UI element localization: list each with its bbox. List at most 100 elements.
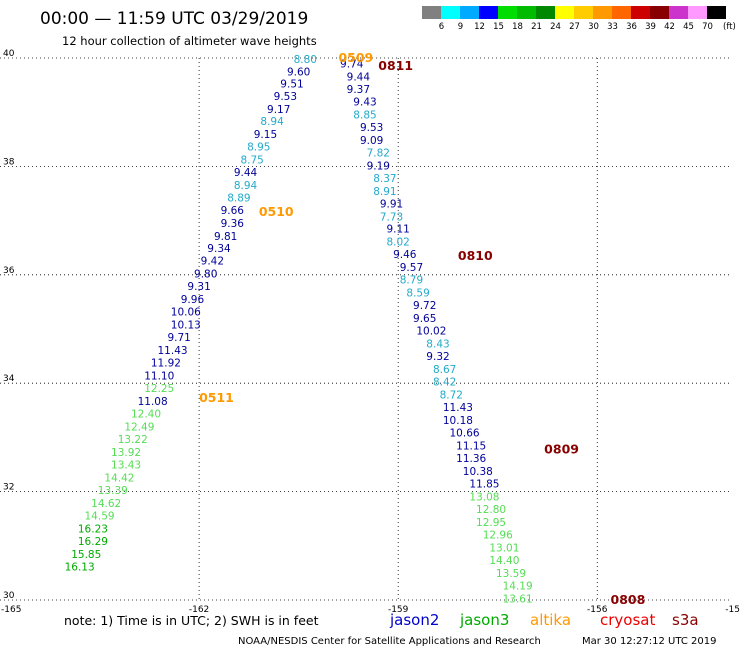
pass-time-label: 0808: [611, 592, 646, 607]
wave-height-label: 13.59: [496, 568, 526, 580]
grid-lines: [0, 57, 730, 601]
wave-height-label: 13.61: [503, 593, 533, 605]
wave-height-label: 13.43: [111, 460, 141, 472]
wave-height-label: 10.13: [171, 320, 201, 332]
x-tick-label: -165: [1, 605, 21, 615]
data-points: 8.809.609.519.539.178.949.158.958.759.44…: [65, 54, 533, 605]
wave-height-label: 8.80: [294, 54, 317, 66]
wave-height-label: 9.66: [221, 205, 245, 217]
pass-time-label: 0809: [544, 441, 579, 456]
wave-height-label: 9.37: [347, 84, 370, 96]
wave-height-label: 9.31: [187, 281, 210, 293]
color-key-label: 27: [569, 22, 580, 32]
color-key-swatch: [517, 6, 536, 19]
color-key-label: 33: [607, 22, 618, 32]
wave-height-label: 9.81: [214, 231, 237, 243]
color-key-swatch: [498, 6, 517, 19]
satellite-legend: jason2 jason3 altika cryosat s3a: [389, 611, 699, 629]
wave-height-label: 9.44: [347, 71, 371, 83]
color-key: 6 9 12 15 18 21 24 27 30 33 36 39 42 45 70 (ft): [422, 6, 736, 32]
y-tick-label: 36: [3, 266, 15, 276]
pass-time-label: 0509: [338, 50, 373, 65]
color-key-label: 70: [702, 22, 713, 32]
wave-height-label: 8.43: [426, 339, 449, 351]
color-key-swatch: [479, 6, 498, 19]
color-key-swatch: [688, 6, 707, 19]
x-tick-label: -15: [725, 605, 740, 615]
wave-height-label: 11.36: [456, 453, 486, 465]
color-key-label: 39: [645, 22, 656, 32]
wave-height-label: 8.95: [247, 141, 270, 153]
wave-height-label: 9.65: [413, 313, 436, 325]
wave-height-label: 8.85: [353, 109, 376, 121]
legend-item-cryosat: cryosat: [600, 611, 655, 629]
y-tick-label: 40: [3, 49, 15, 59]
wave-height-label: 12.80: [476, 504, 506, 516]
color-key-swatch: [460, 6, 479, 19]
legend-item-jason3: jason3: [459, 611, 509, 629]
wave-height-label: 9.71: [167, 332, 190, 344]
wave-height-label: 16.23: [78, 523, 108, 535]
wave-height-label: 14.42: [104, 473, 134, 485]
wave-height-label: 12.96: [483, 529, 513, 541]
x-tick-label: -159: [388, 605, 409, 615]
wave-height-label: 11.08: [138, 396, 168, 408]
wave-height-label: 8.75: [240, 154, 263, 166]
wave-height-label: 8.59: [406, 288, 429, 300]
wave-height-label: 14.40: [489, 555, 519, 567]
wave-height-label: 12.40: [131, 409, 161, 421]
color-key-swatch: [422, 6, 441, 19]
wave-height-label: 11.92: [151, 358, 181, 370]
wave-height-label: 16.29: [78, 536, 108, 548]
color-key-swatch: [441, 6, 460, 19]
y-tick-label: 30: [3, 591, 15, 601]
wave-height-label: 14.62: [91, 498, 121, 510]
color-key-label: 18: [512, 22, 523, 32]
color-key-label: 12: [474, 22, 485, 32]
wave-height-label: 9.51: [280, 78, 303, 90]
page-subtitle: 12 hour collection of altimeter wave hei…: [62, 34, 317, 48]
wave-height-label: 11.85: [469, 478, 499, 490]
wave-height-label: 8.42: [433, 377, 456, 389]
wave-height-label: 11.43: [443, 402, 473, 414]
wave-height-label: 8.02: [386, 237, 409, 249]
wave-height-label: 13.39: [98, 485, 128, 497]
footer-credit: NOAA/NESDIS Center for Satellite Applica…: [238, 636, 541, 647]
pass-time-label: 0510: [259, 204, 294, 219]
y-tick-label: 34: [3, 374, 15, 384]
color-key-label: 24: [550, 22, 561, 32]
wave-height-label: 13.92: [111, 447, 141, 459]
color-key-label: 36: [626, 22, 637, 32]
wave-height-label: 8.94: [234, 180, 258, 192]
color-key-swatch: [612, 6, 631, 19]
wave-height-label: 9.19: [367, 160, 390, 172]
wave-height-label: 9.46: [393, 249, 417, 261]
wave-height-label: 14.59: [85, 510, 115, 522]
wave-height-label: 10.38: [463, 466, 493, 478]
wave-height-label: 9.96: [181, 294, 205, 306]
color-key-label: 15: [493, 22, 504, 32]
wave-height-label: 7.73: [380, 211, 403, 223]
color-key-label: 21: [531, 22, 542, 32]
x-tick-label: -162: [189, 605, 209, 615]
wave-height-label: 13.22: [118, 434, 148, 446]
wave-height-label: 9.74: [340, 58, 364, 70]
wave-height-label: 13.01: [489, 542, 519, 554]
wave-height-label: 15.85: [71, 549, 101, 561]
wave-height-label: 14.19: [503, 580, 533, 592]
color-key-unit: (ft): [723, 22, 736, 32]
color-key-swatch: [669, 6, 688, 19]
footer-timestamp: Mar 30 12:27:12 UTC 2019: [582, 636, 717, 647]
wave-height-label: 11.15: [456, 441, 486, 453]
wave-height-label: 9.57: [400, 262, 423, 274]
legend-item-jason2: jason2: [389, 611, 439, 629]
legend-item-altika: altika: [530, 611, 571, 629]
wave-height-label: 10.18: [443, 415, 473, 427]
color-key-swatch: [536, 6, 555, 19]
wave-height-label: 12.25: [144, 383, 174, 395]
wave-height-label: 9.17: [267, 104, 290, 116]
wave-height-label: 11.43: [158, 345, 188, 357]
wave-height-label: 9.42: [201, 256, 224, 268]
